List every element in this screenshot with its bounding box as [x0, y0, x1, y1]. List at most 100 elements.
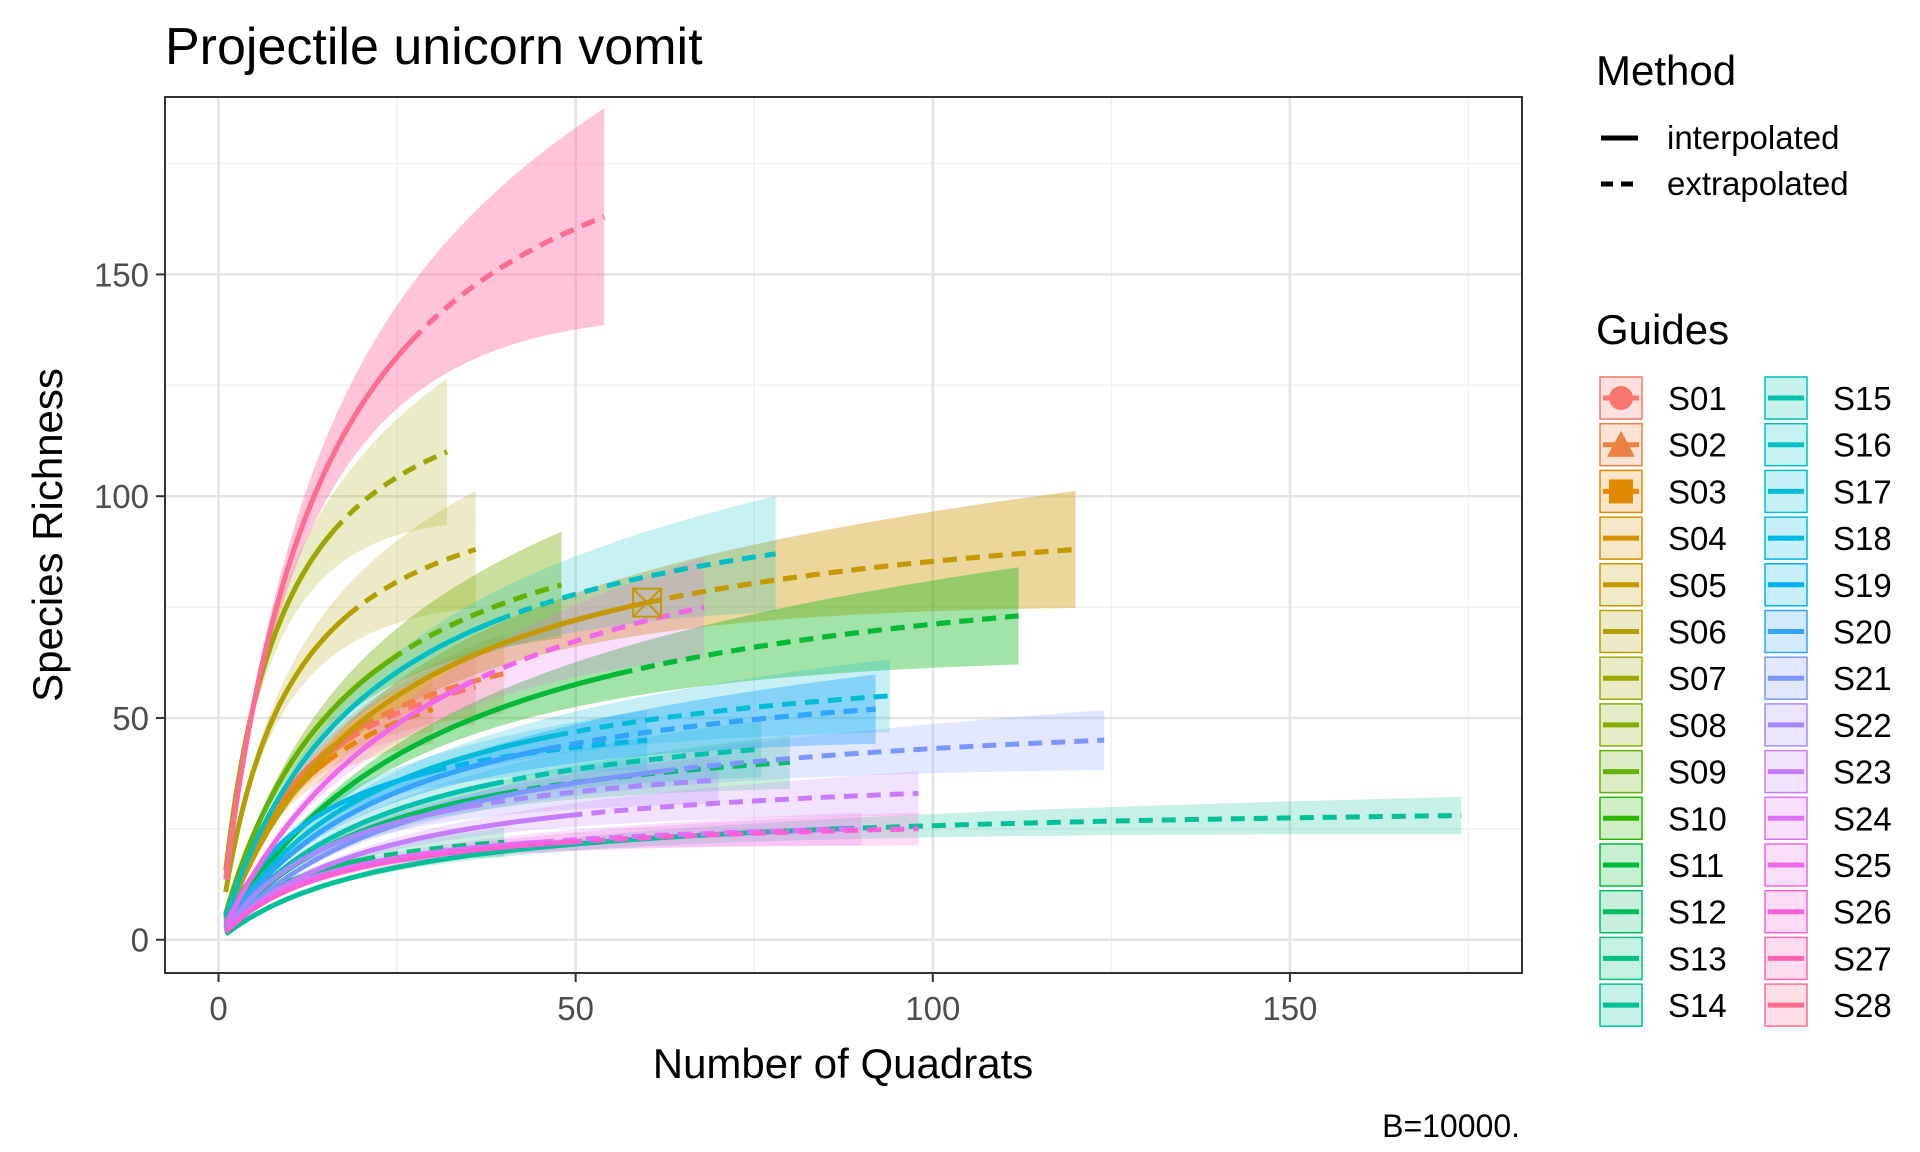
chart-title: Projectile unicorn vomit: [165, 18, 703, 76]
legend-label-s14: S14: [1668, 987, 1727, 1024]
legend-key-marker-s02: [1607, 430, 1635, 457]
ribbon-s21: [225, 710, 1105, 932]
curve-extrap-s18: [432, 737, 648, 774]
chart-caption: B=10000.: [1382, 1108, 1520, 1144]
curve-interp-s22: [223, 804, 469, 931]
ribbon-s05: [225, 490, 1076, 921]
observed-points: [632, 587, 663, 618]
y-tick-label: 0: [131, 922, 149, 959]
legend-label-s19: S19: [1833, 567, 1892, 604]
legend-label-s02: S02: [1668, 427, 1727, 464]
curve-interp-s16: [223, 618, 499, 918]
legend-label-s28: S28: [1833, 987, 1892, 1024]
curve-extrap-s06: [345, 547, 477, 618]
legend-label-s26: S26: [1833, 894, 1892, 931]
ribbon-s15: [225, 720, 762, 930]
ribbon-s18: [225, 710, 648, 924]
ribbon-s10: [225, 567, 1019, 928]
legend-label-s01: S01: [1668, 380, 1727, 417]
curve-interp-s05: [223, 600, 648, 921]
ribbon-s16: [225, 496, 776, 918]
legend-label-s23: S23: [1833, 754, 1892, 791]
curve-extrap-s23: [568, 790, 919, 818]
legend-label-s17: S17: [1833, 473, 1892, 510]
legend-extrapolated-label: extrapolated: [1667, 165, 1849, 202]
ribbon-s22: [225, 756, 719, 930]
curve-extrap-s13: [360, 839, 505, 863]
plot-border: [164, 96, 1523, 974]
legend-label-s05: S05: [1668, 567, 1727, 604]
y-tick-label: 150: [94, 256, 149, 293]
curve-extrap-s15: [489, 746, 762, 787]
x-axis: 0 50 100 150: [209, 973, 1317, 1027]
legend-label-s18: S18: [1833, 520, 1892, 557]
legend-label-s10: S10: [1668, 800, 1727, 837]
curve-extrap-s26: [568, 826, 919, 845]
curve-interp-s23: [223, 813, 569, 934]
ribbon-s06: [225, 490, 476, 894]
ribbon-s28: [225, 108, 605, 882]
x-tick-label: 100: [905, 990, 960, 1027]
x-tick-label: 150: [1262, 990, 1317, 1027]
curve-extrap-s05: [646, 546, 1076, 606]
ribbon-s25: [225, 557, 705, 926]
ribbon-s23: [225, 771, 919, 932]
curve-extrap-s14: [839, 813, 1462, 832]
ribbon-s19: [225, 674, 876, 929]
y-tick-label: 50: [112, 700, 149, 737]
ribbon-s17: [225, 659, 890, 928]
x-tick-label: 0: [209, 990, 227, 1027]
legend-label-s03: S03: [1668, 473, 1727, 510]
ribbon-s07: [225, 378, 448, 873]
legend-label-s08: S08: [1668, 707, 1727, 744]
point-s05: [632, 587, 663, 618]
legend-label-s04: S04: [1668, 520, 1727, 557]
ribbon-s27: [225, 108, 605, 882]
legend-key-marker-s01: [1609, 386, 1633, 410]
y-tick-label: 100: [94, 478, 149, 515]
ribbon-s04: [225, 490, 1076, 921]
y-axis: 0 50 100 150: [94, 256, 165, 959]
legend-label-s25: S25: [1833, 847, 1892, 884]
curve-extrap-s20: [546, 706, 876, 752]
legend-method: Method interpolated extrapolated: [1596, 47, 1849, 202]
ribbon-s20: [225, 674, 876, 929]
curve-interp-s06: [223, 614, 349, 893]
legend-label-s15: S15: [1833, 380, 1892, 417]
rarefaction-curves: [223, 214, 1462, 937]
curve-interp-s28: [223, 339, 414, 880]
ribbon-s11: [225, 567, 1019, 928]
legend-label-s11: S11: [1668, 847, 1724, 884]
ribbon-s02: [225, 633, 505, 916]
legend-label-s13: S13: [1668, 940, 1727, 977]
curve-extrap-s25: [460, 604, 705, 690]
legend-guides-title: Guides: [1596, 306, 1729, 353]
legend-label-s21: S21: [1833, 660, 1892, 697]
curve-extrap-s21: [661, 737, 1105, 774]
legend-label-s16: S16: [1833, 427, 1892, 464]
legend-label-s07: S07: [1668, 660, 1727, 697]
x-axis-label: Number of Quadrats: [653, 1040, 1034, 1087]
legend-label-s20: S20: [1833, 614, 1892, 651]
legend-method-title: Method: [1596, 47, 1736, 94]
x-tick-label: 50: [557, 990, 594, 1027]
legend-label-s06: S06: [1668, 614, 1727, 651]
point-s05-cross: [632, 587, 662, 618]
curve-extrap-s09: [388, 582, 563, 663]
legend-label-s27: S27: [1833, 940, 1892, 977]
ribbon-s14: [225, 796, 1462, 935]
ribbon-s26: [225, 812, 919, 933]
curve-extrap-s17: [553, 693, 891, 739]
legend-key-marker-s03: [1609, 479, 1633, 504]
legend-guides: Guides S01 S02 S03 S04 S05 S06 S07 S08 S09 S10 S11…: [1596, 306, 1892, 1027]
legend-interpolated-label: interpolated: [1667, 119, 1839, 156]
plot-panel: [164, 96, 1523, 974]
curve-interp-s09: [223, 658, 392, 915]
curve-interp-s25: [223, 684, 463, 926]
y-axis-label: Species Richness: [24, 368, 71, 702]
curve-interp-s26: [223, 839, 569, 934]
ribbon-s24: [225, 812, 862, 932]
curve-extrap-s16: [496, 551, 776, 623]
legend-label-s09: S09: [1668, 754, 1727, 791]
curve-extrap-s28: [409, 214, 606, 343]
